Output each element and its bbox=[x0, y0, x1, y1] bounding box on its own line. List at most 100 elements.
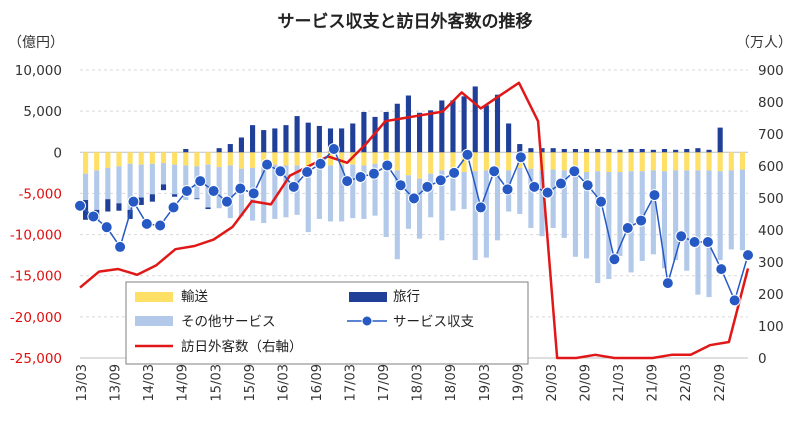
services-balance-marker bbox=[715, 263, 728, 276]
bar-travel bbox=[238, 137, 244, 153]
bar-other-services bbox=[561, 170, 567, 238]
bar-other-services bbox=[528, 168, 534, 228]
x-tick-label: 18/03 bbox=[411, 364, 426, 401]
bar-travel bbox=[539, 148, 545, 153]
bar-other-services bbox=[550, 169, 556, 228]
bar-travel bbox=[339, 128, 345, 153]
bar-other-services bbox=[606, 172, 612, 280]
services-balance-marker bbox=[728, 294, 741, 307]
bar-transport bbox=[595, 152, 601, 172]
left-tick-label: 10,000 bbox=[15, 63, 62, 79]
services-balance-marker bbox=[554, 177, 567, 190]
bar-travel bbox=[661, 148, 668, 153]
bar-transport bbox=[339, 152, 345, 165]
services-balance-marker bbox=[474, 201, 487, 214]
legend-swatch-travel bbox=[349, 292, 387, 302]
bar-travel bbox=[138, 197, 144, 205]
bar-other-services bbox=[83, 173, 89, 201]
x-tick-label: 17/03 bbox=[344, 364, 359, 401]
services-balance-marker bbox=[341, 175, 354, 188]
bar-transport bbox=[149, 152, 155, 164]
bar-other-services bbox=[439, 170, 445, 241]
bar-transport bbox=[372, 152, 378, 164]
bar-travel bbox=[561, 148, 567, 153]
right-tick-label: 600 bbox=[758, 159, 784, 175]
services-balance-marker bbox=[461, 148, 474, 161]
legend-label-transport: 輸送 bbox=[181, 289, 208, 305]
bar-travel bbox=[194, 198, 200, 200]
services-balance-marker bbox=[220, 195, 233, 208]
bar-transport bbox=[439, 152, 445, 171]
bar-travel bbox=[506, 123, 512, 153]
bar-transport bbox=[294, 152, 300, 166]
bar-other-services bbox=[94, 170, 100, 210]
services-balance-marker bbox=[661, 277, 674, 290]
bar-transport bbox=[83, 152, 89, 174]
legend: 輸送 旅行 その他サービス サービス収支 訪日外客数（右軸） bbox=[125, 281, 529, 365]
bar-transport bbox=[561, 152, 567, 171]
left-tick-label: -15,000 bbox=[10, 269, 62, 285]
bar-travel bbox=[606, 148, 612, 153]
x-tick-label: 15/09 bbox=[243, 364, 258, 401]
bar-transport bbox=[272, 152, 278, 165]
services-balance-marker bbox=[194, 175, 207, 188]
x-tick-label: 20/03 bbox=[545, 364, 560, 401]
bar-travel bbox=[628, 148, 634, 153]
bar-transport bbox=[183, 152, 189, 166]
bar-transport bbox=[227, 152, 233, 166]
bar-other-services bbox=[327, 165, 334, 222]
bar-travel bbox=[550, 148, 556, 153]
services-balance-marker bbox=[675, 230, 688, 243]
bar-travel bbox=[673, 149, 679, 153]
services-balance-marker bbox=[87, 210, 100, 223]
services-balance-marker bbox=[154, 219, 167, 232]
x-tick-label: 17/09 bbox=[377, 364, 392, 401]
bar-travel bbox=[283, 125, 289, 153]
bar-travel bbox=[250, 125, 256, 153]
bar-other-services bbox=[472, 171, 478, 261]
x-tick-label: 14/03 bbox=[142, 364, 157, 401]
bar-other-services bbox=[584, 172, 590, 259]
bar-transport bbox=[661, 152, 668, 172]
bar-travel bbox=[483, 105, 489, 153]
services-balance-marker bbox=[207, 184, 220, 197]
bar-transport bbox=[472, 152, 478, 172]
bar-other-services bbox=[572, 171, 578, 257]
bar-other-services bbox=[494, 170, 501, 241]
bar-transport bbox=[116, 152, 122, 167]
right-tick-label: 500 bbox=[758, 191, 784, 207]
bar-other-services bbox=[138, 164, 144, 198]
services-balance-marker bbox=[635, 214, 648, 227]
bar-travel bbox=[272, 128, 278, 153]
right-tick-label: 400 bbox=[758, 223, 784, 239]
bar-transport bbox=[494, 152, 501, 171]
x-tick-label: 20/09 bbox=[579, 364, 594, 401]
bar-transport bbox=[417, 152, 423, 179]
bar-transport bbox=[617, 152, 623, 173]
bar-other-services bbox=[695, 170, 701, 295]
bar-other-services bbox=[628, 171, 634, 273]
bar-other-services bbox=[216, 167, 222, 209]
services-balance-marker bbox=[595, 195, 608, 208]
bar-other-services bbox=[160, 162, 167, 185]
services-balance-marker bbox=[74, 199, 86, 212]
bar-transport bbox=[394, 152, 400, 171]
bar-other-services bbox=[461, 172, 467, 210]
bar-transport bbox=[572, 152, 578, 172]
bar-travel bbox=[417, 112, 423, 153]
bar-other-services bbox=[116, 166, 122, 204]
services-balance-marker bbox=[488, 165, 501, 178]
bar-other-services bbox=[595, 171, 601, 284]
right-tick-label: 800 bbox=[758, 95, 784, 111]
bar-other-services bbox=[539, 170, 545, 237]
bar-travel bbox=[350, 123, 356, 153]
services-balance-marker bbox=[448, 166, 461, 179]
bar-transport bbox=[739, 152, 745, 170]
left-tick-label: -25,000 bbox=[10, 351, 62, 367]
services-balance-marker bbox=[742, 249, 754, 262]
bar-travel bbox=[528, 148, 534, 153]
bar-other-services bbox=[361, 165, 367, 219]
bar-travel bbox=[305, 122, 311, 153]
bar-other-services bbox=[428, 173, 434, 218]
right-axis-unit: （万人） bbox=[736, 35, 792, 51]
